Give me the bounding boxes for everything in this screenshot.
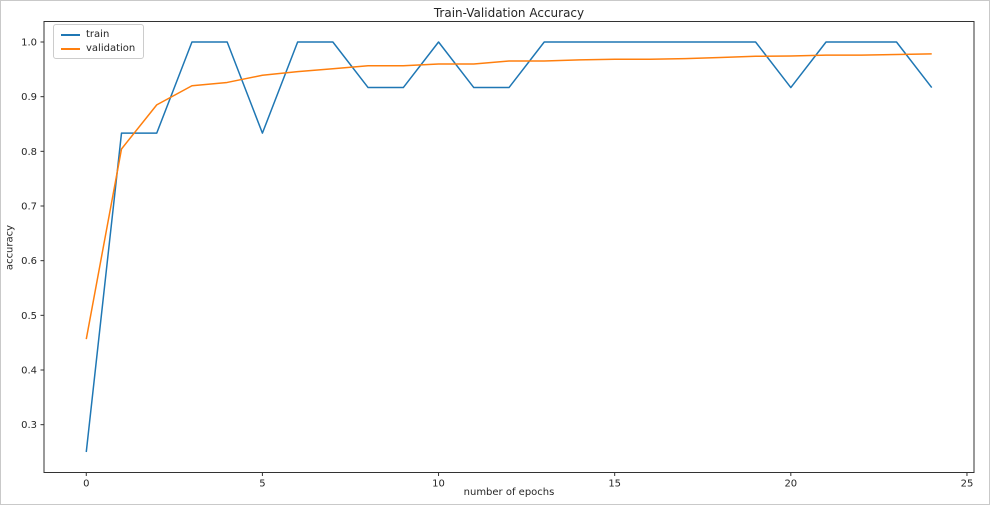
y-tick-label: 0.4: [21, 366, 37, 377]
y-tick-label: 0.9: [21, 92, 37, 103]
legend-item-train: train: [61, 29, 135, 40]
chart-title: Train-Validation Accuracy: [433, 6, 585, 20]
x-axis-label: number of epochs: [463, 487, 555, 498]
legend-label-train: train: [86, 29, 110, 40]
train-line-swatch: [61, 33, 80, 36]
x-tick-label: 5: [259, 479, 265, 490]
y-tick-label: 0.5: [21, 311, 37, 322]
x-tick-label: 10: [432, 479, 445, 490]
validation-line: [85, 53, 932, 340]
legend-label-validation: validation: [86, 43, 136, 54]
train-line: [85, 41, 933, 453]
y-tick-label: 0.6: [21, 256, 37, 267]
y-tick-label: 0.7: [21, 202, 37, 213]
y-tick-label: 0.8: [21, 147, 37, 158]
legend-box: train validation: [53, 24, 145, 59]
x-tick-label: 0: [83, 479, 89, 490]
x-tick-label: 15: [608, 479, 621, 490]
validation-line-swatch: [61, 47, 80, 50]
y-tick-label: 0.3: [21, 420, 37, 431]
y-tick-label: 1.0: [21, 38, 37, 49]
y-axis-label: accuracy: [4, 224, 16, 271]
x-tick-label: 25: [961, 479, 974, 490]
x-tick-label: 20: [784, 479, 797, 490]
plot-spines: [43, 21, 975, 473]
legend-item-validation: validation: [61, 43, 135, 54]
